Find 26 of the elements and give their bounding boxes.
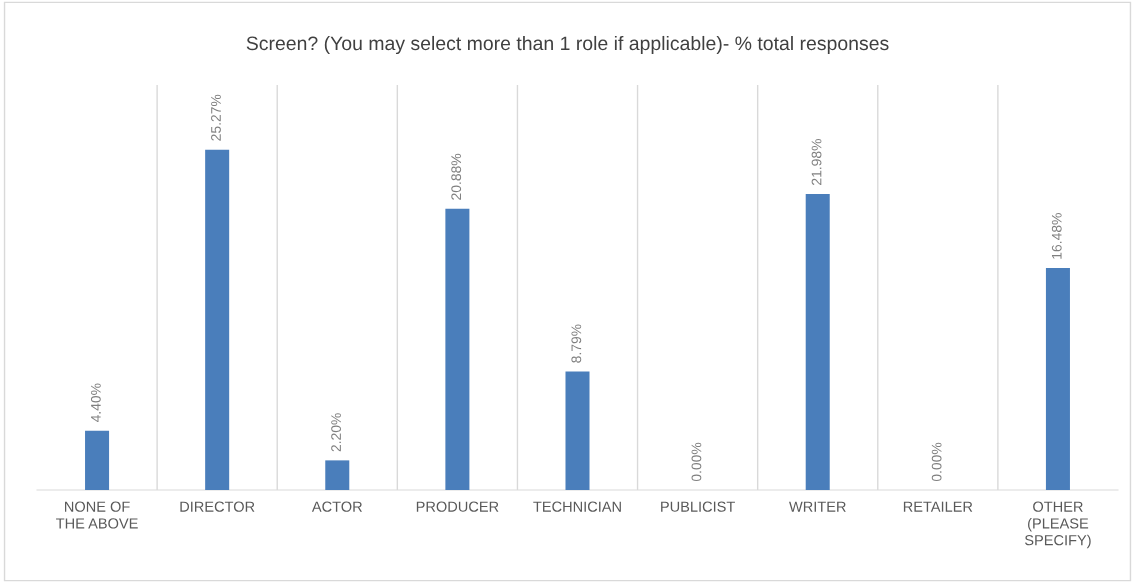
bar [85, 430, 110, 490]
bar [565, 371, 590, 490]
x-tick-label: TECHNICIAN [533, 501, 621, 512]
x-tick-label: WRITER [789, 501, 846, 512]
bar [325, 460, 350, 490]
data-label: 2.20% [331, 413, 342, 452]
data-label: 4.40% [90, 383, 101, 423]
data-label: 0.00% [691, 442, 702, 482]
data-label: 16.48% [1051, 213, 1062, 259]
bar [205, 149, 230, 490]
x-tick-label: PUBLICIST [661, 501, 735, 512]
data-label: 25.27% [211, 94, 221, 141]
bar [1045, 268, 1070, 490]
data-label: 21.98% [811, 139, 822, 185]
data-label: 8.79% [571, 324, 582, 363]
x-tick-label: PRODUCER [416, 501, 499, 512]
bar [805, 193, 830, 490]
x-tick-label: RETAILER [903, 501, 973, 512]
x-tick-label: DIRECTOR [180, 501, 255, 512]
x-tick-label: ACTOR [311, 501, 362, 512]
x-tick-label: OTHER (PLEASE SPECIFY) [1024, 501, 1091, 549]
data-label: 0.00% [931, 442, 942, 482]
chart-title: Screen? (You may select more than 1 role if applicable)- % total responses [246, 35, 889, 55]
x-tick-label: NONE OF THE ABOVE [56, 501, 138, 529]
data-label: 20.88% [451, 153, 462, 200]
bar [445, 208, 470, 490]
